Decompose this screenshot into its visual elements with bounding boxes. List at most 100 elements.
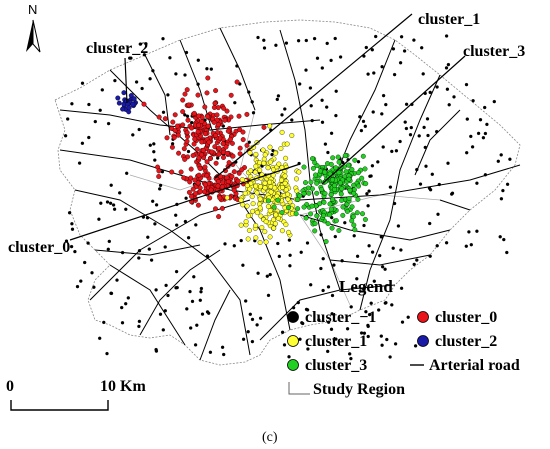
point-cluster-0 [244, 111, 250, 117]
point-cluster-neg1 [483, 173, 488, 177]
point-cluster-neg1 [265, 274, 269, 278]
point-cluster-0 [231, 169, 237, 175]
point-cluster-neg1 [320, 120, 325, 124]
point-cluster-1 [265, 204, 271, 209]
point-cluster-3 [322, 169, 328, 175]
north-arrow-icon: N [26, 2, 41, 53]
point-cluster-neg1 [355, 254, 360, 258]
point-cluster-neg1 [478, 118, 483, 122]
point-cluster-neg1 [348, 352, 352, 356]
point-cluster-neg1 [476, 131, 481, 136]
point-cluster-neg1 [379, 334, 383, 338]
point-cluster-neg1 [502, 237, 506, 242]
point-cluster-neg1 [329, 131, 334, 135]
point-cluster-3 [275, 197, 281, 203]
point-cluster-neg1 [492, 99, 496, 104]
point-cluster-neg1 [309, 104, 313, 108]
point-cluster-3 [308, 211, 314, 217]
arterial-road [259, 284, 396, 341]
point-cluster-3 [293, 211, 299, 217]
point-cluster-0 [215, 105, 221, 111]
point-cluster-0 [195, 92, 201, 98]
point-cluster-0 [211, 119, 217, 125]
point-cluster-0 [215, 122, 221, 128]
point-cluster-neg1 [326, 349, 330, 354]
point-cluster-neg1 [90, 271, 94, 275]
point-cluster-neg1 [467, 230, 471, 234]
point-cluster-neg1 [366, 324, 370, 329]
point-cluster-0 [190, 153, 196, 158]
point-cluster-0 [164, 135, 170, 141]
legend-swatch [287, 311, 299, 323]
point-cluster-3 [346, 196, 352, 201]
point-cluster-1 [262, 185, 268, 191]
point-cluster-neg1 [107, 239, 111, 244]
point-cluster-1 [272, 185, 278, 191]
point-cluster-1 [279, 228, 285, 234]
point-cluster-neg1 [194, 223, 198, 227]
point-cluster-neg1 [399, 286, 404, 290]
point-cluster-neg1 [409, 125, 413, 130]
point-cluster-neg1 [393, 342, 398, 346]
point-cluster-neg1 [317, 318, 321, 322]
point-cluster-1 [246, 227, 252, 233]
point-cluster-neg1 [163, 245, 167, 249]
point-cluster-neg1 [332, 263, 336, 267]
point-cluster-neg1 [319, 233, 323, 237]
point-cluster-neg1 [220, 345, 225, 349]
point-cluster-neg1 [87, 102, 91, 107]
point-cluster-neg1 [233, 101, 237, 105]
point-cluster-neg1 [106, 247, 110, 251]
point-cluster-0 [229, 173, 235, 179]
point-cluster-0 [218, 174, 224, 180]
point-cluster-3 [359, 175, 365, 181]
point-cluster-neg1 [188, 289, 192, 294]
point-cluster-neg1 [70, 227, 75, 231]
point-cluster-neg1 [158, 183, 163, 188]
point-cluster-neg1 [496, 159, 500, 163]
legend-label: Study Region [313, 381, 405, 398]
point-cluster-0 [176, 150, 182, 156]
point-cluster-neg1 [208, 350, 213, 354]
point-cluster-0 [208, 187, 214, 193]
point-cluster-neg1 [408, 133, 413, 137]
point-cluster-neg1 [398, 61, 403, 65]
point-cluster-neg1 [435, 85, 439, 89]
point-cluster-1 [273, 212, 279, 218]
point-cluster-neg1 [209, 67, 213, 71]
point-cluster-0 [205, 113, 210, 119]
point-cluster-1 [239, 177, 245, 183]
point-cluster-neg1 [334, 337, 338, 341]
point-cluster-neg1 [66, 117, 70, 121]
point-cluster-1 [286, 229, 292, 235]
point-cluster-neg1 [190, 120, 194, 125]
point-cluster-1 [262, 229, 268, 235]
point-cluster-neg1 [77, 161, 82, 165]
point-cluster-neg1 [205, 254, 210, 258]
point-cluster-neg1 [421, 72, 425, 76]
point-cluster-3 [301, 191, 307, 197]
point-cluster-neg1 [430, 172, 434, 176]
point-cluster-neg1 [381, 145, 385, 149]
point-cluster-3 [295, 206, 301, 212]
point-cluster-3 [349, 218, 355, 224]
point-cluster-3 [303, 180, 308, 186]
point-cluster-neg1 [372, 279, 376, 283]
point-cluster-neg1 [329, 327, 334, 331]
point-cluster-1 [254, 210, 260, 216]
point-cluster-3 [349, 167, 355, 172]
point-cluster-neg1 [287, 355, 291, 359]
point-cluster-1 [253, 183, 259, 189]
point-cluster-neg1 [282, 343, 287, 347]
point-cluster-0 [169, 169, 175, 175]
point-cluster-neg1 [154, 288, 158, 292]
point-cluster-1 [245, 213, 251, 219]
point-cluster-neg1 [304, 68, 308, 72]
point-cluster-3 [321, 199, 327, 205]
point-cluster-0 [235, 178, 241, 184]
point-cluster-1 [267, 159, 273, 165]
point-cluster-3 [310, 156, 315, 162]
point-cluster-neg1 [329, 58, 333, 63]
point-cluster-0 [223, 144, 229, 150]
point-cluster-1 [253, 223, 259, 228]
